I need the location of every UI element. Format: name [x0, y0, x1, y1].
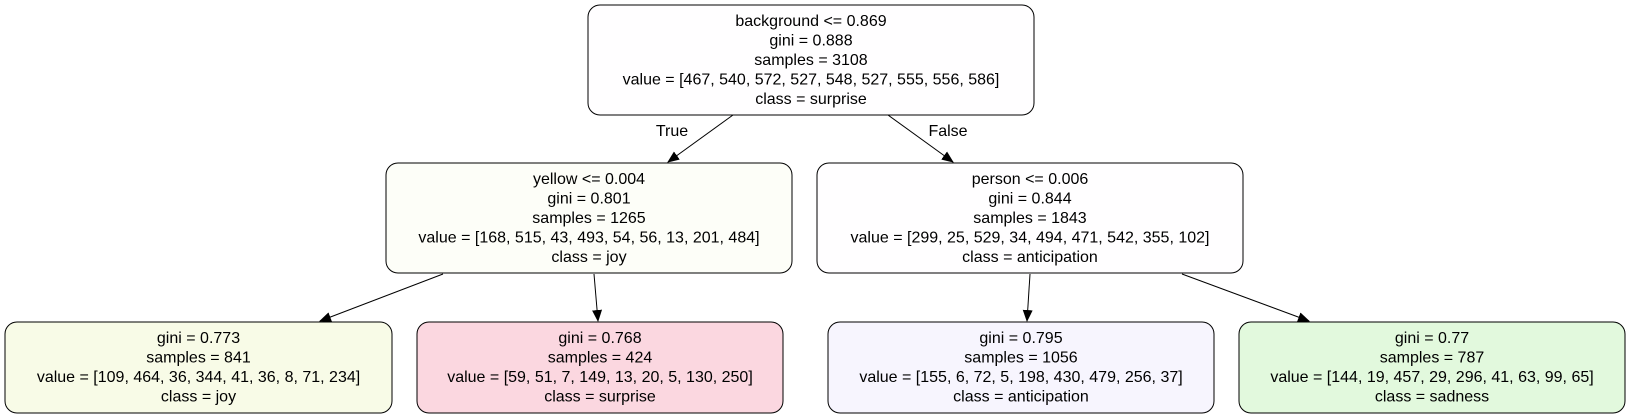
node-line: value = [59, 51, 7, 149, 13, 20, 5, 130,… — [447, 369, 753, 386]
node-line: person <= 0.006 — [972, 171, 1089, 188]
node-line: samples = 841 — [146, 350, 251, 367]
tree-node-root: background <= 0.869 gini = 0.888 samples =… — [587, 4, 1035, 116]
tree-node-right-left: gini = 0.795 samples = 1056 value = [155, … — [827, 321, 1215, 414]
node-line: gini = 0.795 — [979, 330, 1062, 347]
edge-root-to-right — [887, 114, 954, 163]
edge-label-true: True — [656, 123, 688, 140]
node-line: value = [155, 6, 72, 5, 198, 430, 479, 2… — [859, 369, 1182, 386]
node-line: gini = 0.773 — [157, 330, 240, 347]
node-box — [385, 162, 793, 274]
node-line: value = [467, 540, 572, 527, 548, 527, 5… — [623, 71, 1000, 88]
node-line: value = [299, 25, 529, 34, 494, 471, 542… — [851, 229, 1210, 246]
node-line: value = [109, 464, 36, 344, 41, 36, 8, 7… — [37, 369, 360, 386]
node-line: samples = 1843 — [973, 210, 1087, 227]
tree-node-right-right: gini = 0.77 samples = 787 value = [144, 19… — [1238, 321, 1626, 414]
edge-right-to-right-right — [1181, 273, 1310, 322]
node-line: value = [144, 19, 457, 29, 296, 41, 63, … — [1270, 369, 1593, 386]
node-box — [1238, 321, 1626, 414]
node-line: samples = 424 — [548, 350, 653, 367]
node-line: gini = 0.768 — [558, 330, 641, 347]
node-line: class = joy — [551, 249, 626, 266]
node-line: gini = 0.801 — [547, 190, 630, 207]
node-line: samples = 1265 — [532, 210, 646, 227]
node-box — [416, 321, 784, 414]
node-line: yellow <= 0.004 — [533, 171, 645, 188]
node-line: class = joy — [161, 389, 236, 406]
node-line: background <= 0.869 — [735, 13, 886, 30]
node-box — [816, 162, 1244, 274]
tree-node-left-right: gini = 0.768 samples = 424 value = [59, 51… — [416, 321, 784, 414]
node-line: class = anticipation — [953, 389, 1089, 406]
edge-left-to-left-right — [592, 273, 603, 322]
edge-left-to-left-left — [319, 273, 444, 322]
node-line: gini = 0.888 — [769, 32, 852, 49]
node-line: class = anticipation — [962, 249, 1098, 266]
edge-right-to-right-left — [1022, 273, 1033, 322]
node-line: value = [168, 515, 43, 493, 54, 56, 13, … — [418, 229, 759, 246]
tree-node-left-left: gini = 0.773 samples = 841 value = [109, 4… — [4, 321, 393, 414]
edge-label-false: False — [928, 123, 967, 140]
node-line: samples = 787 — [1380, 350, 1485, 367]
node-line: class = surprise — [544, 389, 656, 406]
node-box — [827, 321, 1215, 414]
node-box — [4, 321, 393, 414]
nodes-layer: background <= 0.869 gini = 0.888 samples =… — [4, 4, 1626, 414]
edges-layer: True False — [319, 114, 1310, 322]
edge-root-to-left — [667, 114, 734, 163]
node-line: samples = 3108 — [754, 52, 868, 69]
node-line: class = surprise — [755, 91, 867, 108]
tree-node-left: yellow <= 0.004 gini = 0.801 samples = 126… — [385, 162, 793, 274]
node-line: gini = 0.77 — [1395, 330, 1469, 347]
node-line: class = sadness — [1375, 389, 1489, 406]
node-box — [587, 4, 1035, 116]
node-line: gini = 0.844 — [988, 190, 1071, 207]
tree-node-right: person <= 0.006 gini = 0.844 samples = 184… — [816, 162, 1244, 274]
node-line: samples = 1056 — [964, 350, 1078, 367]
